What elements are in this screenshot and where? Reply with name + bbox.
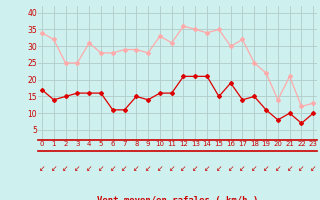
- Text: ↙: ↙: [239, 164, 246, 173]
- Text: Vent moyen/en rafales ( km/h ): Vent moyen/en rafales ( km/h ): [97, 196, 258, 200]
- Text: ↙: ↙: [109, 164, 116, 173]
- Text: ↙: ↙: [133, 164, 140, 173]
- Text: ↙: ↙: [51, 164, 57, 173]
- Text: ↙: ↙: [180, 164, 187, 173]
- Text: ↙: ↙: [74, 164, 81, 173]
- Text: ↙: ↙: [228, 164, 234, 173]
- Text: ↙: ↙: [310, 164, 316, 173]
- Text: ↙: ↙: [263, 164, 269, 173]
- Text: ↙: ↙: [192, 164, 198, 173]
- Text: ↙: ↙: [169, 164, 175, 173]
- Text: ↙: ↙: [251, 164, 258, 173]
- Text: ↙: ↙: [216, 164, 222, 173]
- Text: ↙: ↙: [62, 164, 69, 173]
- Text: ↙: ↙: [86, 164, 92, 173]
- Text: ↙: ↙: [275, 164, 281, 173]
- Text: ↙: ↙: [298, 164, 305, 173]
- Text: ↙: ↙: [121, 164, 128, 173]
- Text: ↙: ↙: [286, 164, 293, 173]
- Text: ↙: ↙: [145, 164, 151, 173]
- Text: ↙: ↙: [157, 164, 163, 173]
- Text: ↙: ↙: [39, 164, 45, 173]
- Text: ↙: ↙: [98, 164, 104, 173]
- Text: ↙: ↙: [204, 164, 210, 173]
